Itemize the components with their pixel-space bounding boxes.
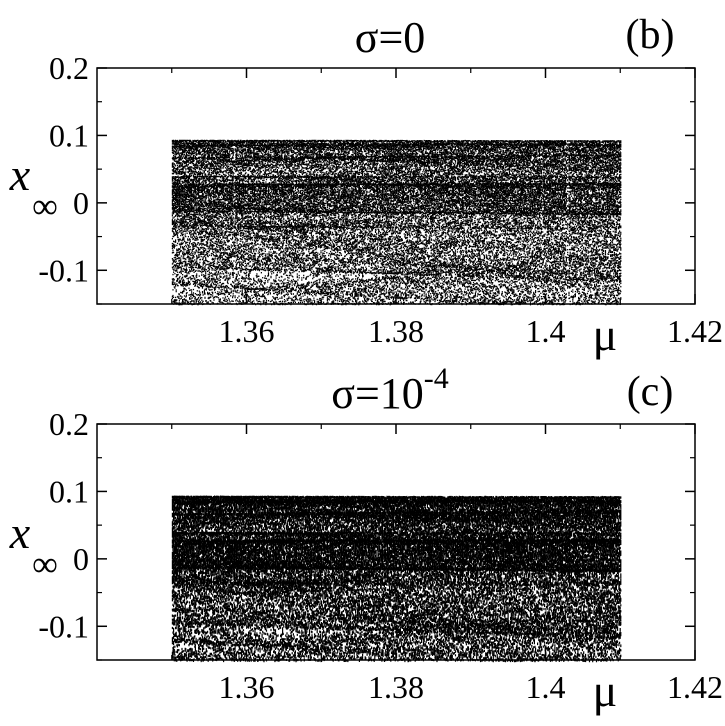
x-tick-label-b: 1.36 [219, 313, 275, 349]
x-tick-label-b: 1.38 [368, 313, 424, 349]
panel-title-c-base: σ=10 [331, 369, 424, 418]
y-tick-label-c: 0 [73, 541, 89, 577]
panel-title-c: σ=10-4 [331, 362, 449, 418]
x-tick-label-b: 1.42 [667, 313, 723, 349]
y-tick-label-b: 0 [73, 185, 89, 221]
orbit-points-c [171, 495, 622, 663]
y-tick-label-c: -0.1 [38, 608, 89, 644]
y-axis-label-sub-b: ∞ [32, 186, 58, 226]
y-axis-label-b: x [9, 149, 31, 200]
panel-label-c: (c) [627, 369, 674, 415]
y-tick-label-c: 0.2 [49, 406, 89, 442]
panel-c: 1.36 1.38 1.4 1.42-0.100.10.2 σ=10-4 (c) μ … [9, 362, 723, 716]
x-tick-label-b: 1.4 [526, 313, 566, 349]
orbit-points-b [171, 139, 622, 306]
y-tick-label-b: 0.1 [49, 117, 89, 153]
ticks-c: 1.36 1.38 1.4 1.42 -0.1 0 0.1 0.2 [38, 406, 723, 705]
x-tick-label-c: 1.42 [667, 669, 723, 705]
x-tick-label-c: 1.38 [368, 669, 424, 705]
y-axis-label-sub-c: ∞ [32, 544, 58, 584]
y-axis-label-c: x [9, 507, 31, 558]
x-axis-label-b: μ [593, 309, 618, 360]
panel-label-b: (b) [626, 12, 675, 58]
panel-b: 1.36 1.38 1.4 1.42 -0.1 0 0.1 0.2 σ=0 (b) μ x ∞ [9, 12, 723, 360]
x-axis-label-c: μ [593, 665, 618, 716]
ticks-b: 1.36 1.38 1.4 1.42 -0.1 0 0.1 0.2 [38, 50, 723, 349]
y-tick-label-b: -0.1 [38, 252, 89, 288]
panel-title-c-exponent: -4 [424, 362, 449, 395]
panel-title-b: σ=0 [355, 13, 426, 62]
x-tick-label-c: 1.36 [219, 669, 275, 705]
bifurcation-points-c [171, 495, 622, 663]
bifurcation-points-b [171, 139, 622, 306]
y-tick-label-b: 0.2 [49, 50, 89, 86]
x-tick-label-c: 1.4 [526, 669, 566, 705]
y-tick-label-c: 0.1 [49, 473, 89, 509]
